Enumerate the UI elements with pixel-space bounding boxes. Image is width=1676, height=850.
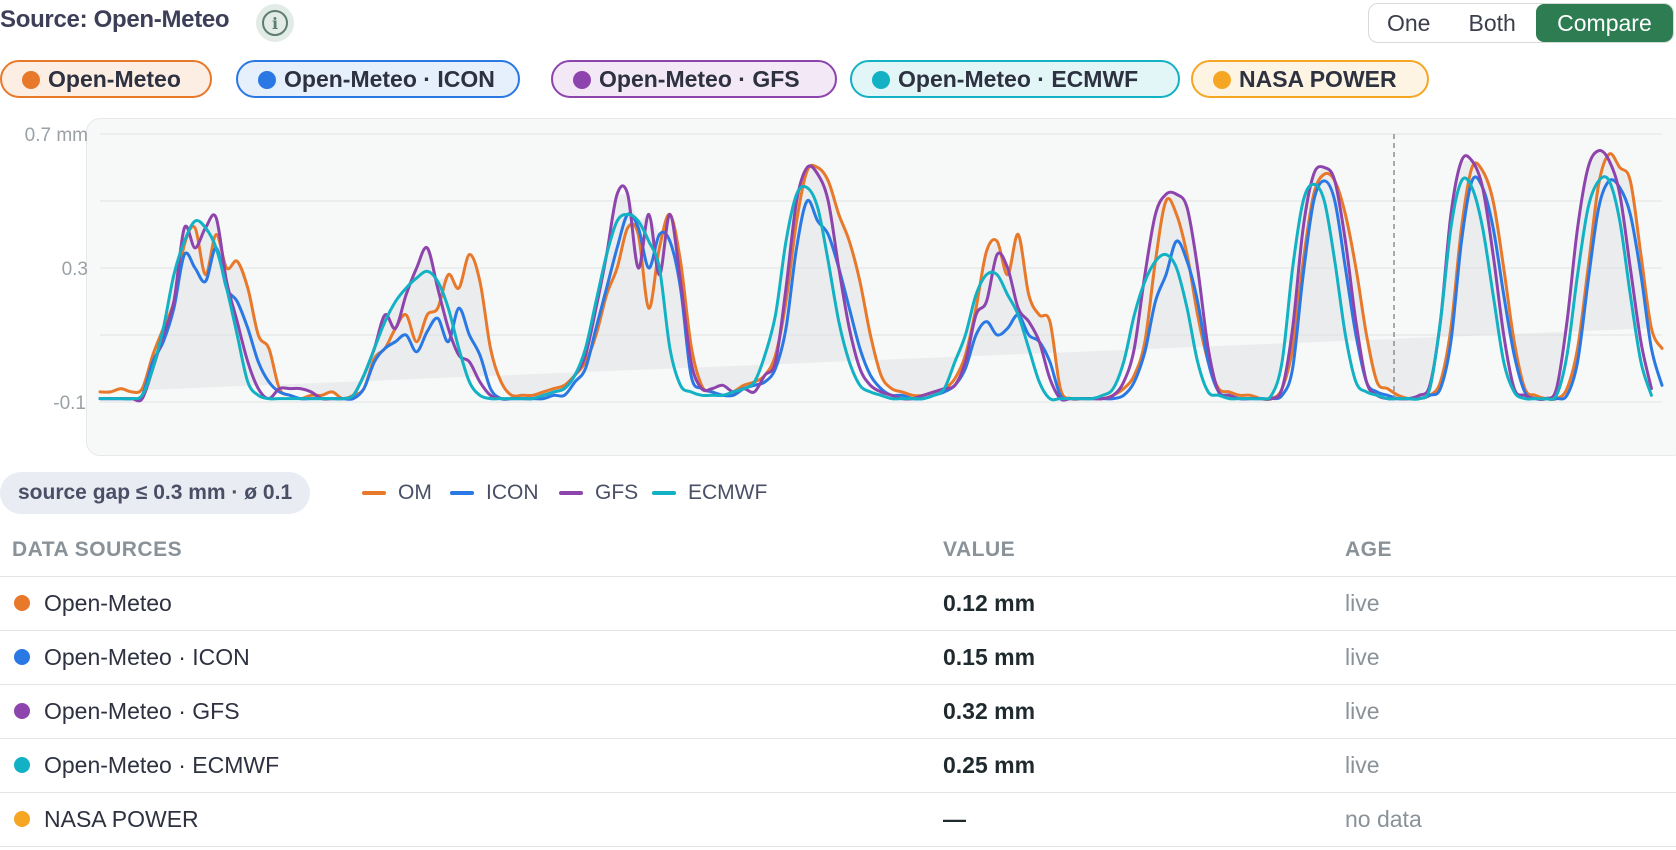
header-age: AGE <box>1345 524 1676 577</box>
chip-open-meteo[interactable]: Open-Meteo <box>0 60 212 98</box>
source-age: no data <box>1345 805 1422 832</box>
series-line-ecmwf <box>98 175 1653 402</box>
source-color-dot <box>14 811 30 827</box>
legend-swatch <box>559 491 583 495</box>
legend-ecmwf: ECMWF <box>652 480 767 506</box>
source-value: — <box>943 805 966 832</box>
table-row[interactable]: Open-Meteo · GFS 0.32 mm live <box>0 684 1676 739</box>
chart-svg: 0.7 mm 0.3 -0.1 <box>25 125 1664 414</box>
source-color-dot <box>14 649 30 665</box>
legend-label: OM <box>398 481 432 504</box>
legend-swatch <box>362 491 386 495</box>
table-row[interactable]: NASA POWER — no data <box>0 792 1676 847</box>
source-age: live <box>1345 751 1380 778</box>
chip-label: Open-Meteo · ICON <box>284 65 495 92</box>
table-row[interactable]: Open-Meteo 0.12 mm live <box>0 576 1676 631</box>
mode-both-button[interactable]: Both <box>1468 9 1516 36</box>
table-row[interactable]: Open-Meteo · ECMWF 0.25 mm live <box>0 738 1676 793</box>
chip-label: Open-Meteo · GFS <box>599 65 800 92</box>
source-value: 0.25 mm <box>943 751 1036 778</box>
source-gap-badge: source gap ≤ 0.3 mm · ø 0.1 <box>0 472 311 514</box>
chip-color-dot <box>258 71 276 89</box>
legend-swatch <box>652 491 676 495</box>
source-age: live <box>1345 589 1380 616</box>
header-value: VALUE <box>943 524 1345 577</box>
precipitation-chart[interactable]: 0.7 mm 0.3 -0.1 <box>0 116 1676 458</box>
info-button[interactable]: i <box>256 4 294 42</box>
legend-label: ICON <box>486 481 539 504</box>
source-value: 0.12 mm <box>943 589 1036 616</box>
source-color-dot <box>14 703 30 719</box>
chip-color-dot <box>872 71 890 89</box>
source-age: live <box>1345 643 1380 670</box>
source-name: Open-Meteo <box>44 589 172 616</box>
chip-color-dot <box>22 71 40 89</box>
source-value: 0.15 mm <box>943 643 1036 670</box>
chip-color-dot <box>573 71 591 89</box>
chip-label: NASA POWER <box>1239 65 1397 92</box>
chip-nasa-power[interactable]: NASA POWER <box>1191 60 1429 98</box>
legend-label: ECMWF <box>688 481 768 504</box>
source-color-dot <box>14 595 30 611</box>
header: Source: Open-Meteo i One Both Compare <box>0 0 1676 46</box>
y-tick-label: 0.7 mm <box>25 125 88 146</box>
y-tick-label: -0.1 <box>53 393 86 414</box>
table-row[interactable]: Open-Meteo · ICON 0.15 mm live <box>0 630 1676 685</box>
table-header-row: DATA SOURCES VALUE AGE <box>0 524 1676 577</box>
legend-om: OM <box>362 480 432 506</box>
chip-label: Open-Meteo <box>48 65 181 92</box>
legend-gfs: GFS <box>559 480 638 506</box>
source-name: Open-Meteo · ICON <box>44 643 250 670</box>
chip-gfs[interactable]: Open-Meteo · GFS <box>551 60 837 98</box>
source-age: live <box>1345 697 1380 724</box>
chip-label: Open-Meteo · ECMWF <box>898 65 1139 92</box>
chip-color-dot <box>1213 71 1231 89</box>
source-color-dot <box>14 757 30 773</box>
legend-label: GFS <box>595 481 639 504</box>
legend-icon: ICON <box>450 480 539 506</box>
y-tick-label: 0.3 <box>62 259 88 280</box>
legend-swatch <box>450 491 474 495</box>
source-value: 0.32 mm <box>943 697 1036 724</box>
source-title: Source: Open-Meteo <box>0 6 230 33</box>
info-icon: i <box>262 10 288 36</box>
chart-legend-row: source gap ≤ 0.3 mm · ø 0.1 OM ICON GFS … <box>0 472 800 514</box>
header-data-sources: DATA SOURCES <box>0 524 943 577</box>
chip-ecmwf[interactable]: Open-Meteo · ECMWF <box>850 60 1180 98</box>
data-sources-table: DATA SOURCES VALUE AGE Open-Meteo 0.12 m… <box>0 524 1676 847</box>
chip-icon[interactable]: Open-Meteo · ICON <box>236 60 520 98</box>
mode-one-button[interactable]: One <box>1387 9 1431 36</box>
mode-toggle: One Both Compare <box>1368 3 1674 43</box>
source-name: NASA POWER <box>44 805 199 832</box>
source-name: Open-Meteo · ECMWF <box>44 751 280 778</box>
source-name: Open-Meteo · GFS <box>44 697 240 724</box>
mode-compare-button[interactable]: Compare <box>1535 4 1673 42</box>
